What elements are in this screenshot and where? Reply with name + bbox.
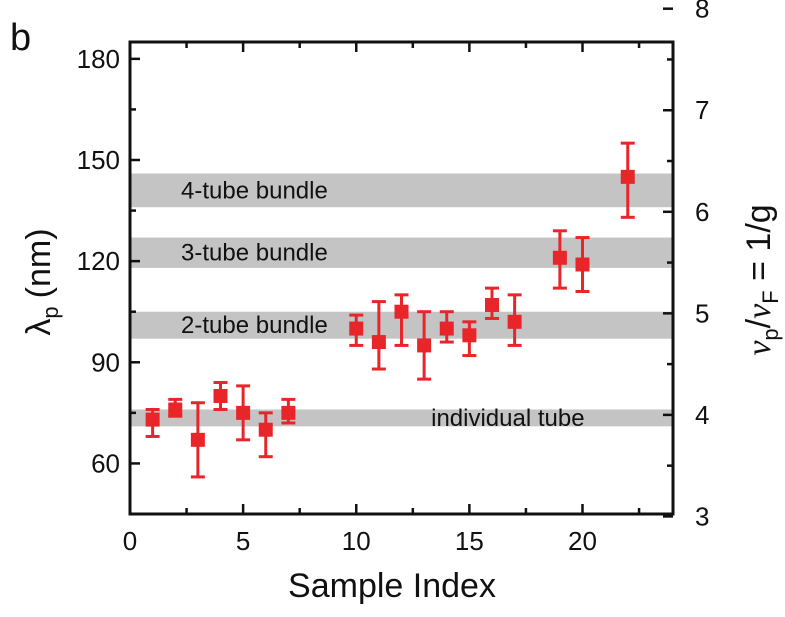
y2-tick-label-3: 6	[695, 197, 709, 227]
labels-layer: b Sample Index λp(nm) vp/vF = 1/g	[10, 17, 783, 605]
y2-tick-label-1: 4	[695, 400, 709, 430]
data-point-14	[507, 314, 522, 329]
data-point-17	[620, 169, 635, 184]
y2-title-v2: v	[741, 303, 778, 319]
y-axis-title: λp (nm)	[20, 228, 63, 335]
data-point-12	[462, 328, 477, 343]
x-tick-label-1: 5	[236, 526, 250, 556]
band-1	[130, 409, 673, 427]
x-tick-label-3: 15	[455, 526, 484, 556]
y2-tick-label-5: 8	[695, 0, 709, 24]
data-point-9	[394, 304, 409, 319]
data-point-8	[371, 335, 386, 350]
y2-title-sub2: F	[758, 290, 783, 303]
plot-frame	[128, 40, 675, 516]
band-label-3: 3-tube bundle	[181, 240, 328, 267]
data-point-0	[145, 412, 160, 427]
y2-tick-label-0: 3	[695, 501, 709, 531]
y2-title-slash: /	[740, 318, 778, 328]
data-point-1	[168, 402, 183, 417]
y2-title-eq: = 1/g	[740, 204, 778, 290]
y2-title-sub1: p	[758, 328, 783, 340]
data-point-13	[485, 297, 499, 312]
data-point-15	[552, 250, 567, 265]
ticks-layer: 0510152060901201501803456789	[77, 0, 710, 556]
x-tick-label-0: 0	[123, 526, 137, 556]
band-label-1: individual tube	[431, 405, 584, 432]
x-axis-title: Sample Index	[288, 567, 496, 605]
y-tick-label-3: 150	[77, 145, 120, 175]
panel-label: b	[10, 17, 31, 59]
y2-title-v1: v	[741, 340, 778, 356]
x-tick-label-4: 20	[568, 526, 597, 556]
band-label-4: 4-tube bundle	[181, 177, 328, 204]
y-axis-title-unit: (nm)	[20, 228, 58, 298]
band-4	[130, 173, 673, 208]
data-point-4	[236, 405, 251, 420]
data-point-2	[190, 432, 205, 447]
axes-frame	[128, 40, 675, 516]
y-tick-label-0: 60	[91, 448, 120, 478]
data-point-7	[349, 321, 364, 336]
y2-tick-label-4: 7	[695, 95, 709, 125]
x-tick-label-2: 10	[342, 526, 371, 556]
y-tick-label-2: 120	[77, 246, 120, 276]
data-point-16	[575, 257, 590, 272]
data-point-11	[439, 321, 454, 336]
y2-tick-label-2: 5	[695, 298, 709, 328]
data-point-5	[258, 422, 273, 437]
y-axis-title-symbol: λ	[20, 319, 58, 336]
y2-axis-title: vp/vF = 1/g	[740, 204, 783, 355]
points-layer	[145, 169, 635, 447]
data-point-10	[417, 338, 432, 353]
band-label-2: 2-tube bundle	[181, 312, 328, 339]
y-axis-title-subscript: p	[38, 306, 63, 318]
y-tick-label-1: 90	[91, 347, 120, 377]
y-tick-label-4: 180	[77, 44, 120, 74]
data-point-6	[281, 405, 296, 420]
data-point-3	[213, 389, 228, 403]
